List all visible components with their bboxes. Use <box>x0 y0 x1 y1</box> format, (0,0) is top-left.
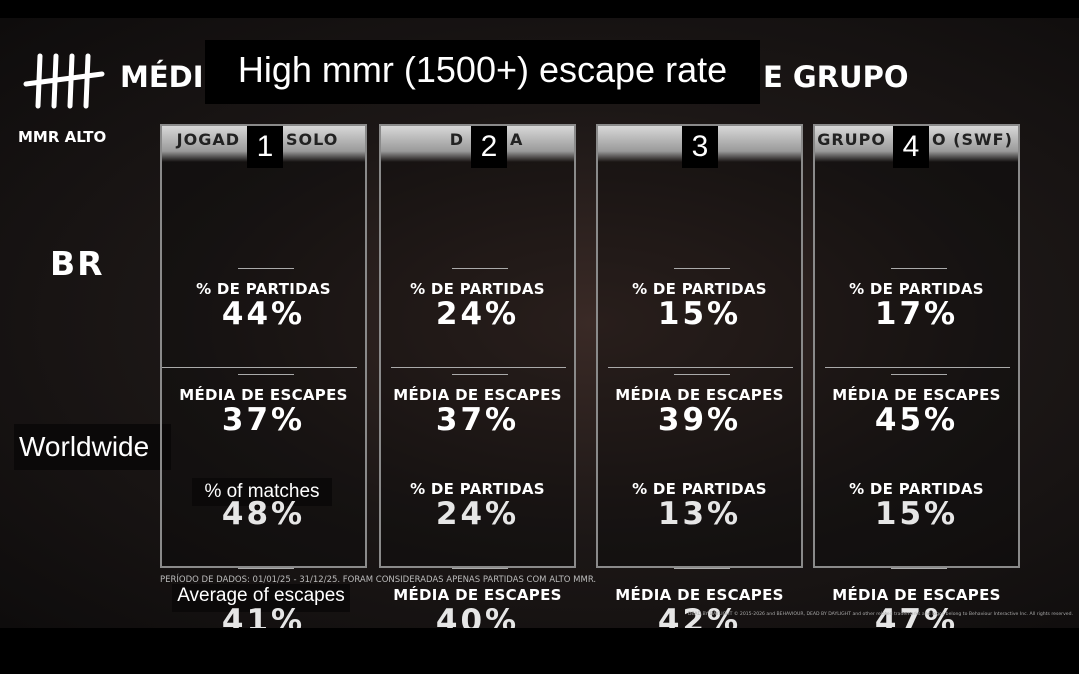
row-value: 45% <box>874 402 959 438</box>
stat-column: GRUPO O (SWF) 4% DE PARTIDAS 17% MÉDIA DE ES… <box>813 124 1020 628</box>
row-value: 48% <box>221 496 306 532</box>
row-label: % of matches <box>204 481 320 502</box>
divider <box>237 268 294 269</box>
row-label: MÉDIA DE ESCAPES <box>615 586 784 604</box>
region-divider <box>162 367 357 368</box>
row-label: % DE PARTIDAS <box>196 280 331 298</box>
row-label: % DE PARTIDAS <box>410 280 545 298</box>
row-label: % DE PARTIDAS <box>632 280 767 298</box>
footer-note: PERÍODO DE DADOS: 01/01/25 - 31/12/25. F… <box>160 575 597 585</box>
row-value: 44% <box>221 296 306 332</box>
row-label: MÉDIA DE ESCAPES <box>179 386 348 404</box>
row-value: 17% <box>874 296 959 332</box>
mmr-label: MMR ALTO <box>18 128 107 146</box>
region-divider <box>391 367 566 368</box>
divider <box>237 568 294 569</box>
divider <box>451 268 508 269</box>
row-label: MÉDIA DE ESCAPES <box>393 586 562 604</box>
stat-column: D A 2% DE PARTIDAS 24% MÉDIA DE ESCAPES 37%% … <box>379 124 576 628</box>
row-label: MÉDIA DE ESCAPES <box>615 386 784 404</box>
row-label: MÉDIA DE ESCAPES <box>393 386 562 404</box>
divider <box>451 568 508 569</box>
region-divider <box>825 367 1010 368</box>
region-br: BR <box>50 244 105 283</box>
label-overlay <box>172 584 350 612</box>
title-left: MÉDI <box>120 60 204 94</box>
divider <box>673 268 730 269</box>
row-label: % DE PARTIDAS <box>849 480 984 498</box>
row-value: 39% <box>657 402 742 438</box>
column-number: 1 <box>247 126 283 168</box>
column-header: SOLO <box>286 130 339 149</box>
copyright: DEAD BY DAYLIGHT © 2015-2026 and BEHAVIO… <box>687 612 1073 617</box>
column-number: 3 <box>682 126 718 168</box>
row-label: % DE PARTIDAS <box>632 480 767 498</box>
column-header: D <box>449 130 464 149</box>
stat-column: JOGAD SOLO 1 % DE PARTIDAS 44% MÉDIA DE ESCAP… <box>160 124 367 628</box>
row-value: 15% <box>657 296 742 332</box>
row-label: % DE PARTIDAS <box>410 480 545 498</box>
divider <box>451 374 508 375</box>
column-header: GRUPO <box>817 130 886 149</box>
column-number: 2 <box>471 126 507 168</box>
divider <box>890 268 947 269</box>
row-label: MÉDIA DE ESCAPES <box>832 386 1001 404</box>
row-label: MÉDIA DE ESCAPES <box>832 586 1001 604</box>
divider <box>237 374 294 375</box>
row-value: 15% <box>874 496 959 532</box>
row-label: Average of escapes <box>177 585 345 606</box>
logo <box>23 53 105 109</box>
column-header: O (SWF) <box>932 130 1013 149</box>
column-number: 4 <box>893 126 929 168</box>
stat-column: 3% DE PARTIDAS 15% MÉDIA DE ESCAPES 39%% DE… <box>596 124 803 628</box>
row-value: 24% <box>435 496 520 532</box>
divider <box>673 568 730 569</box>
column-header: A <box>510 130 524 149</box>
row-value: 24% <box>435 296 520 332</box>
title-right: E GRUPO <box>763 60 909 94</box>
divider <box>890 374 947 375</box>
row-label: % DE PARTIDAS <box>849 280 984 298</box>
label-overlay <box>192 478 332 506</box>
divider <box>673 374 730 375</box>
row-value: 37% <box>435 402 520 438</box>
row-value: 42% <box>657 603 742 628</box>
row-value: 13% <box>657 496 742 532</box>
region-divider <box>608 367 793 368</box>
row-value: 47% <box>874 603 959 628</box>
row-value: 37% <box>221 402 306 438</box>
row-value: 40% <box>435 603 520 628</box>
title-overlay: High mmr (1500+) escape rate <box>205 40 760 104</box>
divider <box>890 568 947 569</box>
slide: MÉDI E GRUPO High mmr (1500+) escape rat… <box>0 18 1079 628</box>
region-worldwide: Worldwide <box>14 424 171 470</box>
row-value: 41% <box>221 603 306 628</box>
column-header: JOGAD <box>176 130 240 149</box>
